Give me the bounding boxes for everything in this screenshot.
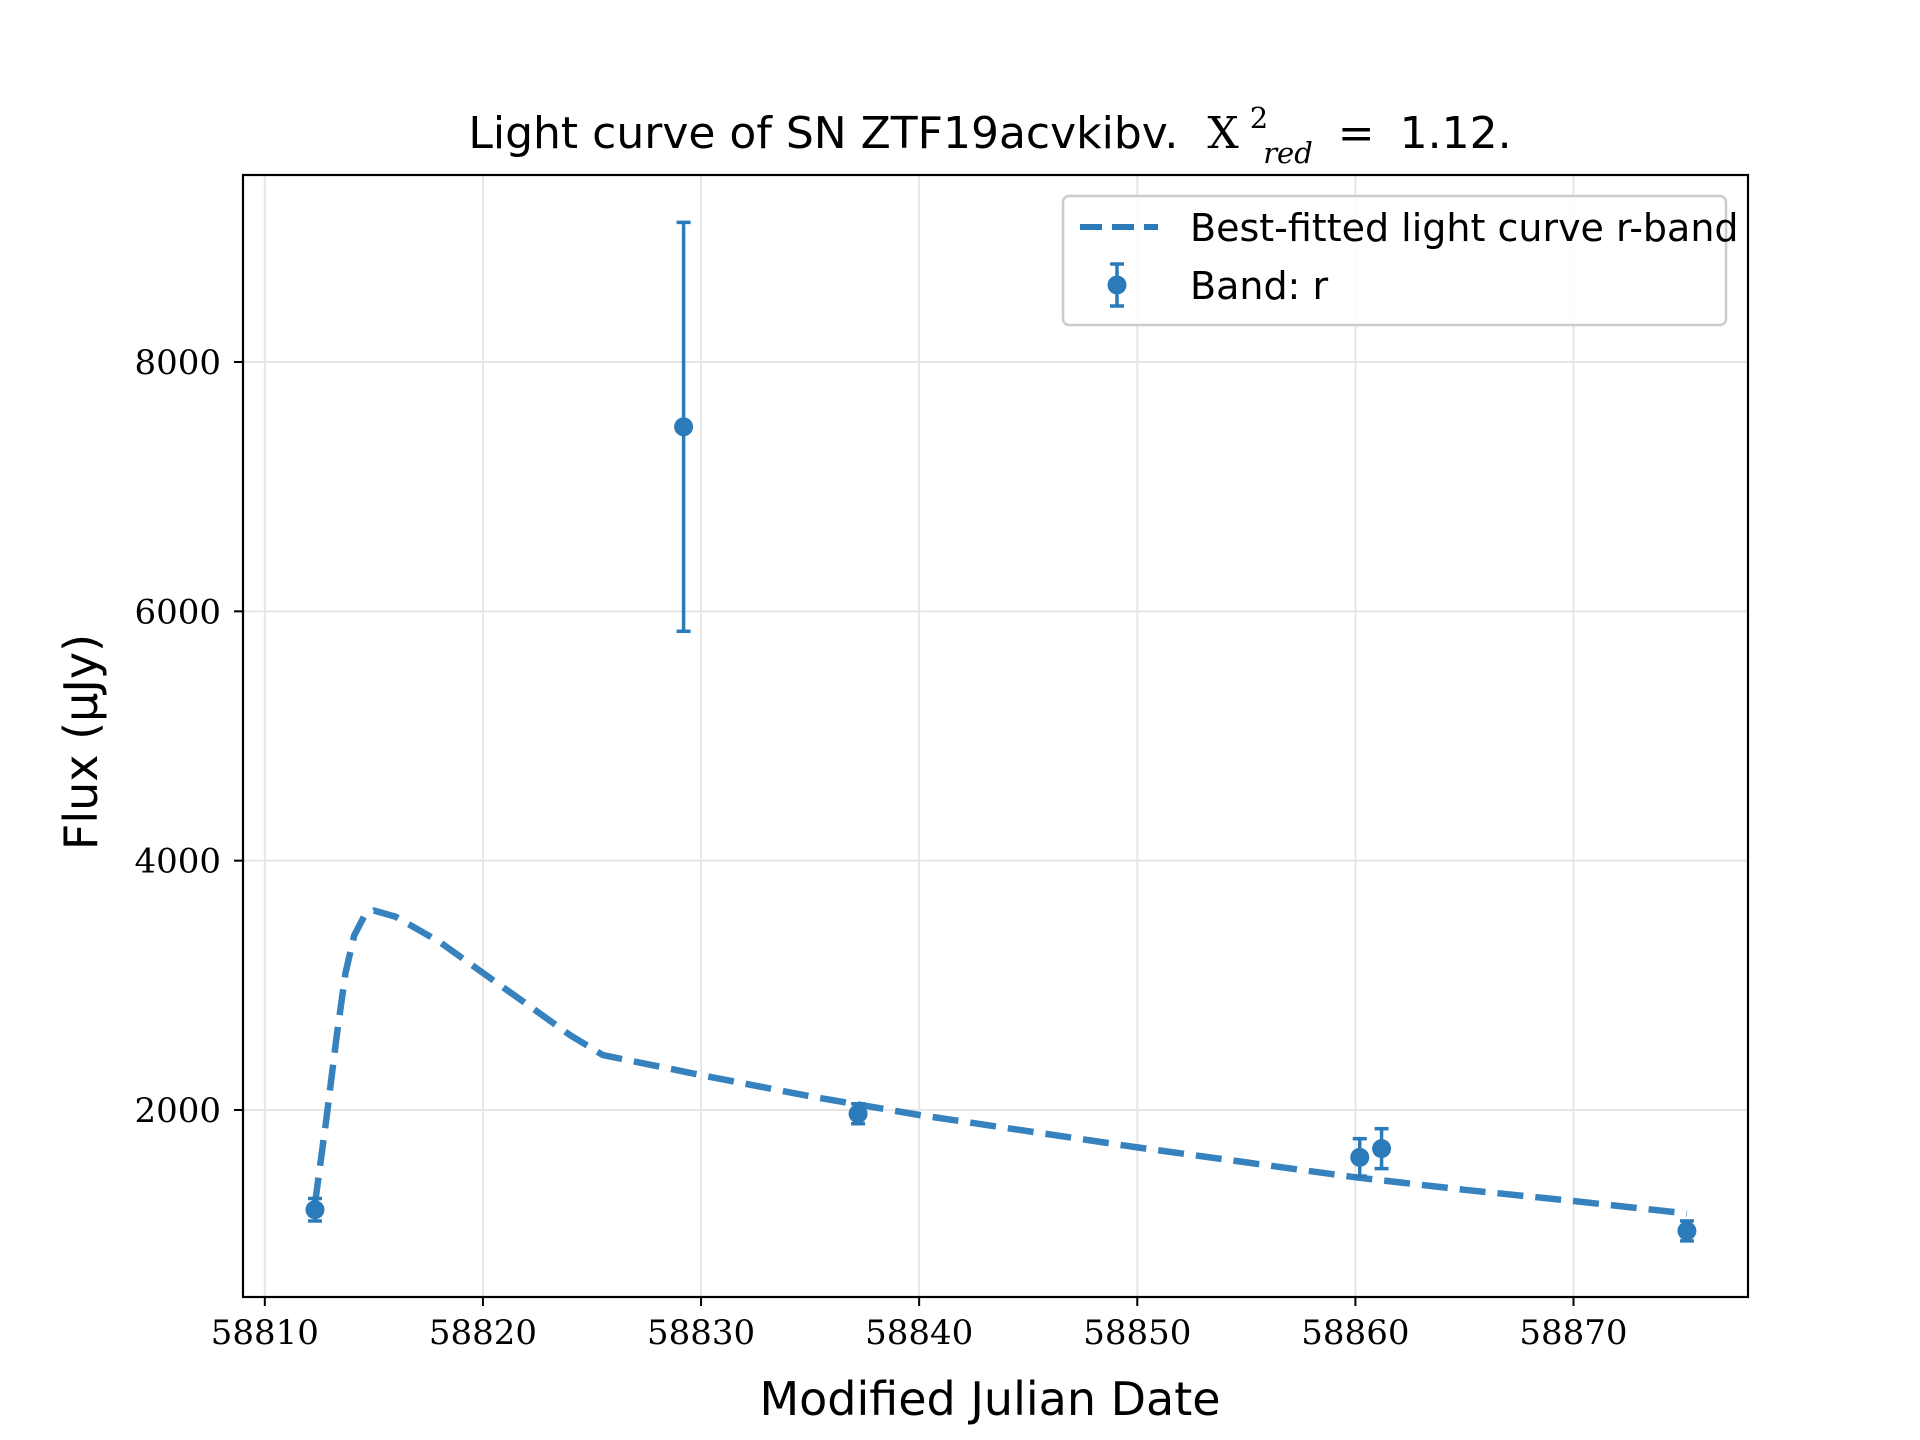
x-tick-label: 58810 xyxy=(211,1313,319,1353)
point-marker xyxy=(305,1200,325,1220)
data-point xyxy=(1677,1219,1697,1243)
chi-superscript: 2 xyxy=(1250,101,1268,135)
point-marker xyxy=(1372,1139,1392,1159)
legend-point-swatch xyxy=(1107,262,1127,308)
y-tick-label: 2000 xyxy=(134,1091,221,1131)
chi-symbol: X xyxy=(1207,108,1239,159)
y-tick-label: 6000 xyxy=(134,592,221,632)
point-marker xyxy=(1350,1147,1370,1167)
data-points-layer xyxy=(305,220,1697,1243)
y-axis-label: Flux (μJy) xyxy=(54,634,108,850)
legend-label-points: Band: r xyxy=(1190,264,1328,308)
point-marker xyxy=(1677,1221,1697,1241)
x-tick-label: 58860 xyxy=(1301,1313,1409,1353)
legend: Best-fitted light curve r-band Band: r xyxy=(1061,194,1739,327)
chart-title-text: Light curve of SN ZTF19acvkibv. xyxy=(468,108,1178,159)
chi-value: 1.12. xyxy=(1400,108,1512,159)
data-point xyxy=(1372,1126,1392,1171)
x-axis-ticks: 58810 58820 58830 58840 58850 58860 58870 xyxy=(211,1297,1628,1353)
x-tick-label: 58850 xyxy=(1083,1313,1191,1353)
x-tick-label: 58840 xyxy=(865,1313,973,1353)
fit-curve-layer xyxy=(311,907,1688,1217)
chart-title: Light curve of SN ZTF19acvkibv. X 2 red … xyxy=(468,89,1511,173)
chi-subscript: red xyxy=(1263,136,1313,170)
data-point xyxy=(1350,1136,1370,1178)
legend-label-curve: Best-fitted light curve r-band xyxy=(1190,206,1739,250)
chi-relation: = xyxy=(1338,108,1375,159)
data-point xyxy=(305,1196,325,1223)
plot-frame xyxy=(241,173,1750,1299)
data-point xyxy=(848,1102,868,1126)
fit-curve-line xyxy=(311,907,1688,1217)
data-point xyxy=(674,220,694,634)
x-tick-label: 58870 xyxy=(1519,1313,1627,1353)
legend-box xyxy=(1061,194,1728,327)
y-axis-ticks: 2000 4000 6000 8000 xyxy=(134,343,243,1131)
x-tick-label: 58830 xyxy=(647,1313,755,1353)
point-marker xyxy=(848,1104,868,1124)
point-marker xyxy=(674,417,694,437)
y-tick-label: 8000 xyxy=(134,343,221,383)
y-tick-label: 4000 xyxy=(134,842,221,882)
x-axis-label: Modified Julian Date xyxy=(759,1372,1220,1426)
grid-lines xyxy=(243,175,1748,1297)
x-tick-label: 58820 xyxy=(429,1313,537,1353)
